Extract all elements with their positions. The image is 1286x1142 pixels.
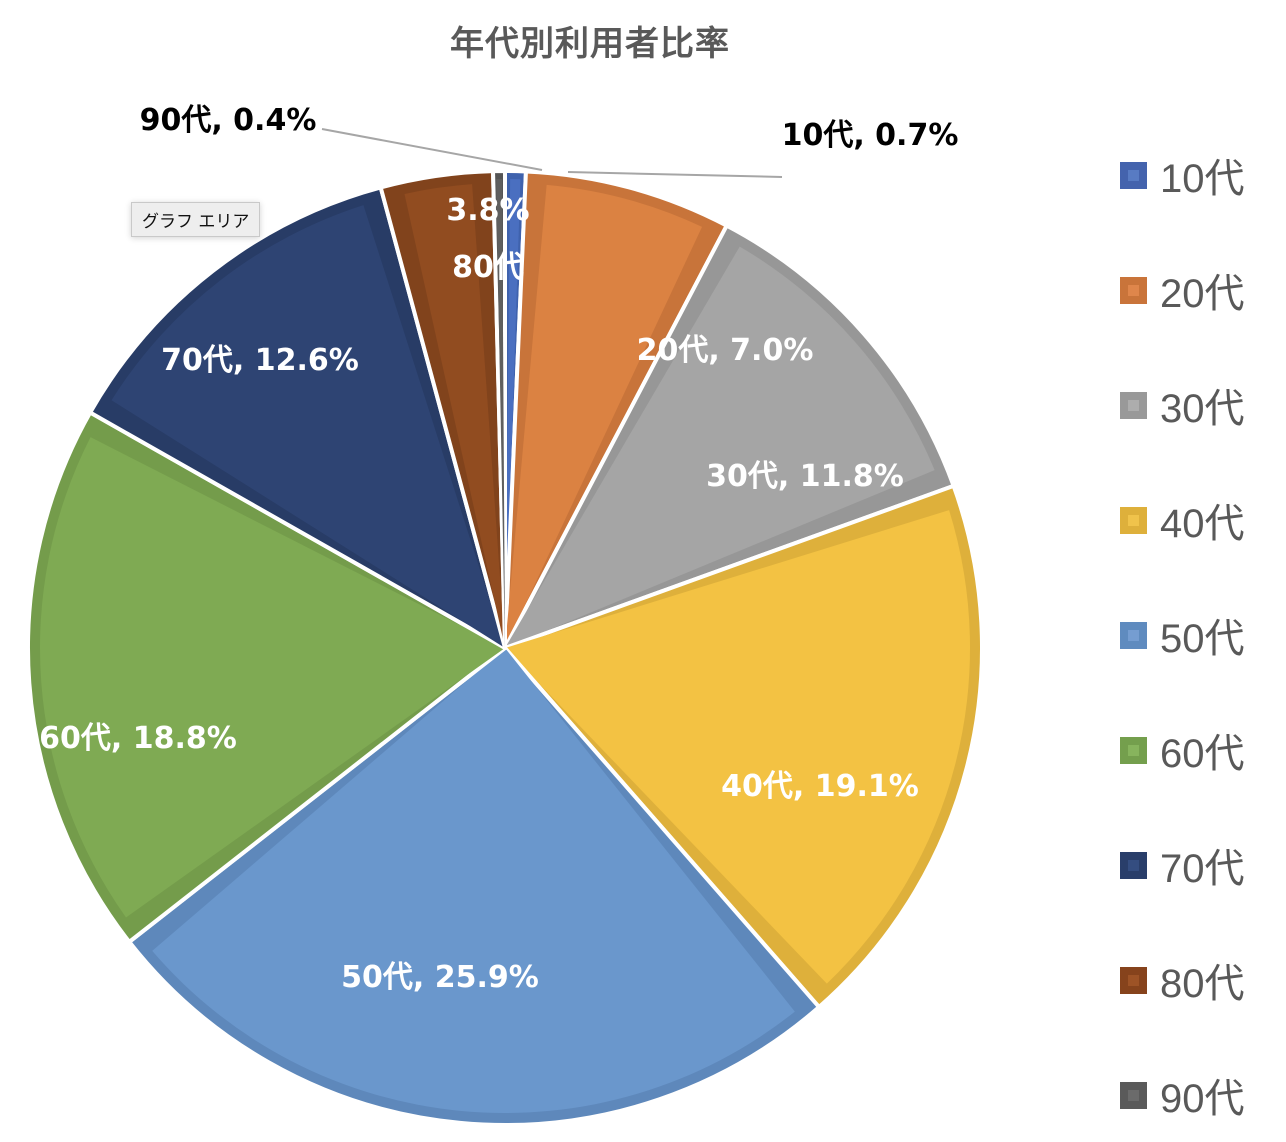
legend-swatch-icon: [1120, 966, 1147, 994]
data-label: 20代, 7.0%: [637, 333, 814, 368]
legend-label: 50代: [1160, 617, 1245, 661]
pie-slices[interactable]: [26, 168, 984, 1128]
pie-slice-60代[interactable]: [26, 410, 507, 944]
legend-item-10[interactable]: 10代: [1120, 150, 1245, 201]
legend-label: 10代: [1160, 157, 1245, 201]
legend-swatch-icon: [1120, 161, 1147, 189]
legend-swatch-icon: [1120, 276, 1147, 304]
legend-label: 80代: [1160, 962, 1245, 1006]
leader-lines: [321, 128, 783, 178]
legend-item-40[interactable]: 40代: [1120, 495, 1245, 546]
pie-slice-30代[interactable]: [503, 223, 956, 650]
data-label: 80代: [452, 250, 524, 285]
legend-item-70[interactable]: 70代: [1120, 840, 1245, 891]
leader-line: [567, 171, 783, 178]
legend-item-90[interactable]: 90代: [1120, 1070, 1245, 1121]
data-label: 3.8%: [446, 193, 529, 228]
legend-swatch-icon: [1120, 1081, 1147, 1109]
data-label: 40代, 19.1%: [721, 769, 919, 804]
leader-line: [321, 128, 543, 171]
chart-area-tooltip: グラフ エリア: [131, 202, 261, 237]
legend-swatch-icon: [1120, 851, 1147, 879]
legend-label: 40代: [1160, 502, 1245, 546]
data-label: 70代, 12.6%: [161, 343, 359, 378]
data-label: 90代, 0.4%: [140, 103, 317, 138]
data-labels: 10代, 0.7% 20代, 7.0% 30代, 11.8% 40代, 19.1% 50…: [39, 103, 958, 995]
legend-item-20[interactable]: 20代: [1120, 265, 1245, 316]
legend-item-30[interactable]: 30代: [1120, 380, 1245, 431]
legend-item-80[interactable]: 80代: [1120, 955, 1245, 1006]
legend-label: 30代: [1160, 387, 1245, 431]
pie-slice-80代[interactable]: [378, 169, 507, 650]
pie-slice-50代[interactable]: [127, 646, 822, 1128]
pie-slice-90代[interactable]: [491, 168, 507, 650]
legend-label: 20代: [1160, 272, 1245, 316]
data-label: 10代, 0.7%: [782, 118, 959, 153]
legend-item-50[interactable]: 50代: [1120, 610, 1245, 661]
pie-slice-40代[interactable]: [503, 483, 984, 1010]
pie-slice-20代[interactable]: [503, 169, 729, 650]
legend-swatch-icon: [1120, 621, 1147, 649]
legend-swatch-icon: [1120, 506, 1147, 534]
pie-slice-70代[interactable]: [88, 185, 507, 650]
data-label: 60代, 18.8%: [39, 721, 237, 756]
legend-swatch-icon: [1120, 736, 1147, 764]
legend-label: 70代: [1160, 847, 1245, 891]
legend-label: 60代: [1160, 732, 1245, 776]
chart-title: 年代別利用者比率: [450, 24, 730, 64]
legend-label: 90代: [1160, 1077, 1245, 1121]
data-label: 50代, 25.9%: [341, 960, 539, 995]
legend-item-60[interactable]: 60代: [1120, 725, 1245, 776]
legend-swatch-icon: [1120, 391, 1147, 419]
data-label: 30代, 11.8%: [706, 459, 904, 494]
